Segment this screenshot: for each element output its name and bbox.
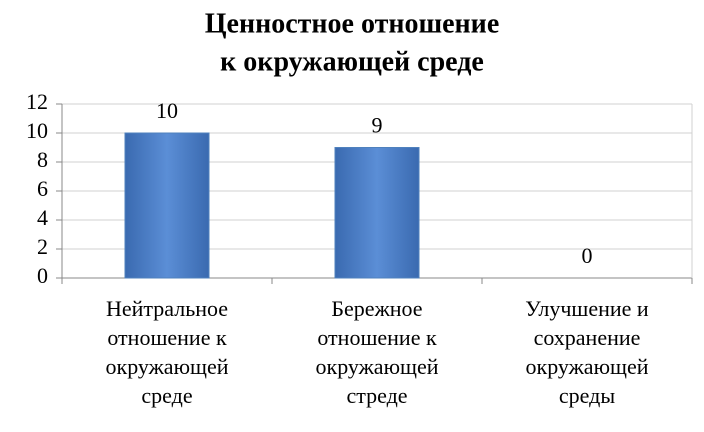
data-label: 9 — [372, 113, 383, 138]
data-label: 10 — [156, 98, 178, 123]
chart-title: к окружающей среде — [220, 46, 484, 77]
y-tick-label: 10 — [26, 118, 48, 143]
chart-title: Ценностное отношение — [205, 8, 500, 39]
y-tick-label: 6 — [37, 176, 48, 201]
x-tick-label: Улучшение и сохранение окружающей среды — [525, 296, 649, 408]
bar — [124, 132, 210, 279]
bar — [334, 147, 420, 279]
y-tick-label: 2 — [37, 234, 48, 259]
x-tick-label: Нейтральное отношение к окружающей среде — [105, 296, 229, 408]
data-label: 0 — [582, 243, 593, 268]
y-tick-label: 8 — [37, 147, 48, 172]
x-tick-label: Бережное отношение к окружающей стреде — [315, 296, 439, 408]
y-tick-label: 0 — [37, 263, 48, 288]
y-tick-label: 12 — [26, 89, 48, 114]
y-tick-label: 4 — [37, 205, 48, 230]
